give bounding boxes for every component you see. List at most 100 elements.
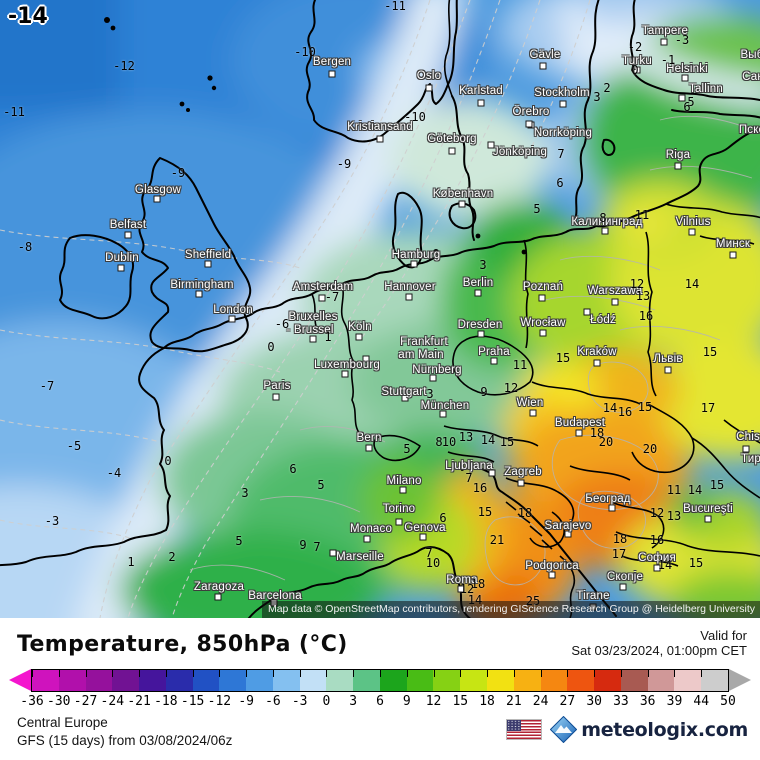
temp-value: 11 <box>634 208 650 222</box>
colorbar-segment <box>674 670 702 691</box>
colorbar-tick <box>460 670 462 677</box>
temp-value: -7 <box>39 379 55 393</box>
temp-value: 3 <box>241 486 249 500</box>
city-marker <box>341 370 349 378</box>
temp-value: 6 <box>683 100 691 114</box>
temp-value: 8 <box>599 211 607 225</box>
us-flag-icon <box>506 719 543 740</box>
city-marker <box>458 200 466 208</box>
city-marker <box>674 162 682 170</box>
colorbar-tick <box>272 670 274 677</box>
temp-value: 5 <box>235 534 243 548</box>
city-label: Београд <box>585 493 631 505</box>
colorbar-segment <box>620 670 648 691</box>
temp-value: 13 <box>635 289 651 303</box>
colorbar-bar <box>31 669 729 692</box>
temp-value: 10 <box>425 556 441 570</box>
city-marker <box>704 515 712 523</box>
map-attribution: Map data © OpenStreetMap contributors, r… <box>261 601 760 618</box>
model-run-label: GFS (15 days) from 03/08/2024/06z <box>17 733 233 748</box>
city-label: Monaco <box>349 523 393 535</box>
colorbar-tick-label: -21 <box>127 694 151 709</box>
temp-value: -7 <box>324 290 340 304</box>
city-marker <box>660 38 668 46</box>
colorbar-tick <box>406 670 408 677</box>
colorbar-tick-label: 24 <box>532 694 549 709</box>
city-marker <box>204 260 212 268</box>
city-marker <box>363 535 371 543</box>
city-marker <box>429 374 437 382</box>
city-label: Paris <box>263 380 291 392</box>
temp-value: 0 <box>631 63 639 77</box>
branding: meteologix.com <box>506 716 748 743</box>
city-label: Roma <box>446 574 478 586</box>
colorbar-tick <box>487 670 489 677</box>
temp-value: 17 <box>700 401 716 415</box>
temp-value: 7 <box>557 147 565 161</box>
meteologix-logo: meteologix.com <box>550 716 748 743</box>
temp-value: 8 <box>435 435 443 449</box>
temp-value: 12 <box>503 381 519 395</box>
city-label: Tirane <box>576 590 610 602</box>
weather-map: Bergen Oslo Karlstad Gävle Kristiansand Göteb… <box>0 0 760 618</box>
city-marker <box>742 445 750 453</box>
temp-value: 10 <box>441 435 457 449</box>
city-marker <box>575 429 583 437</box>
colorbar-tick-label: 15 <box>452 694 469 709</box>
city-label: Warszawa <box>587 285 643 297</box>
city-marker <box>681 74 689 82</box>
colorbar-tick-label: -6 <box>265 694 281 709</box>
city-label: Hannover <box>384 281 436 293</box>
city-label: Berlin <box>462 277 494 289</box>
colorbar-segment <box>567 670 595 691</box>
city-marker <box>539 62 547 70</box>
temp-value: 7 <box>465 471 473 485</box>
temp-value: -8 <box>17 240 33 254</box>
temp-value: 18 <box>470 577 486 591</box>
temp-value: -5 <box>66 439 82 453</box>
city-label: Norrköping <box>533 127 593 139</box>
temp-value: -10 <box>294 45 316 59</box>
colorbar-tick-label: 18 <box>479 694 495 709</box>
map-overlays: Bergen Oslo Karlstad Gävle Kristiansand Göteb… <box>3 0 760 611</box>
colorbar-segment <box>85 670 113 691</box>
city-label: Tampere <box>641 25 689 37</box>
colorbar-tick-label: -3 <box>291 694 308 709</box>
colorbar-segment <box>460 670 488 691</box>
temp-value: -12 <box>113 59 135 73</box>
colorbar-tick-label: 12 <box>425 694 442 709</box>
colorbar-segment <box>192 670 220 691</box>
city-label: Örebro <box>512 106 550 118</box>
city-label: Birmingham <box>170 279 234 291</box>
footer-meta: Central Europe GFS (15 days) from 03/08/… <box>17 714 232 750</box>
city-label: Göteborg <box>427 133 477 145</box>
temp-value: -3 <box>44 514 60 528</box>
colorbar-tick <box>299 670 301 677</box>
temperature-field <box>0 0 760 618</box>
colorbar-segment <box>594 670 621 691</box>
temp-value: 18 <box>517 506 533 520</box>
colorbar-tick-label: 6 <box>376 694 384 709</box>
temp-value: 12 <box>649 506 665 520</box>
city-marker <box>228 315 236 323</box>
colorbar-tick <box>647 670 649 677</box>
colorbar-segment <box>379 670 407 691</box>
city-label: Vilnius <box>675 216 711 228</box>
temp-value: 14 <box>480 433 496 447</box>
city-label: Выб <box>740 49 760 61</box>
city-marker <box>474 289 482 297</box>
temp-value: 12 <box>459 582 475 596</box>
temp-value: 5 <box>687 95 695 109</box>
city-marker <box>395 518 403 526</box>
temp-value: -9 <box>170 166 186 180</box>
colorbar-tick <box>85 670 87 677</box>
city-marker <box>355 333 363 341</box>
city-label: - Brussel <box>286 324 334 336</box>
city-label: Тир <box>741 453 760 465</box>
colorbar-tick-label: 33 <box>613 694 629 709</box>
colorbar-segment <box>139 670 166 691</box>
city-marker <box>376 135 384 143</box>
city-label: London <box>213 304 253 316</box>
region-label: Central Europe <box>17 715 108 730</box>
colorbar-segment <box>58 670 86 691</box>
